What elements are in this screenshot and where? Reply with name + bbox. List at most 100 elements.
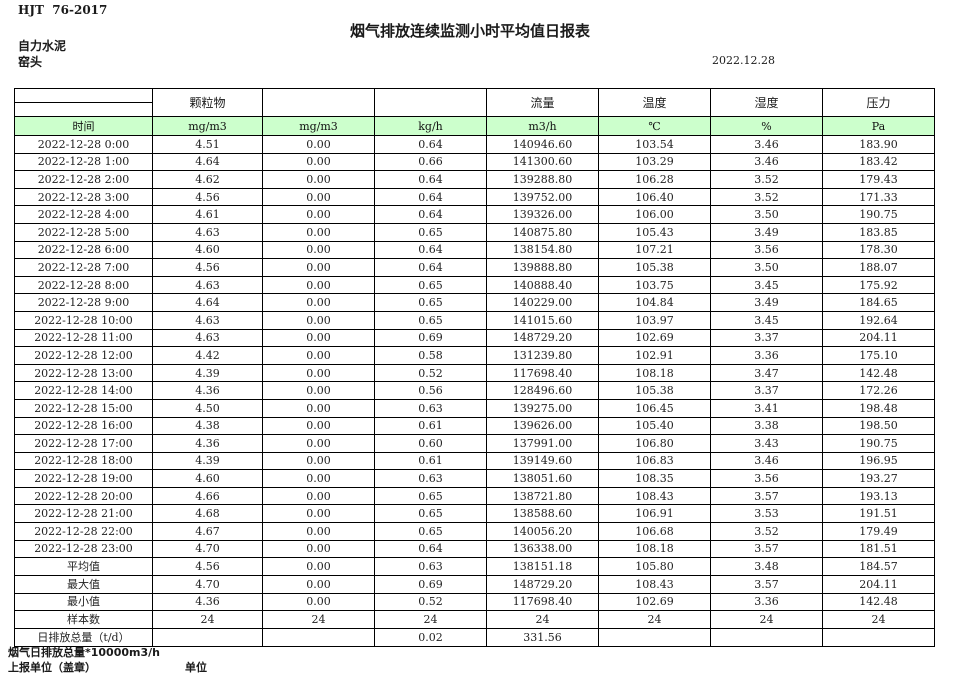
value-cell: 3.49 [710,293,823,312]
unit-m3h: m3/h [486,116,599,136]
value-cell: 191.51 [822,504,935,524]
value-cell: 103.75 [598,275,711,295]
value-cell: 139149.60 [486,451,599,471]
value-cell: 106.80 [598,434,711,453]
value-cell: 183.85 [822,222,935,242]
value-cell: 0.00 [262,310,375,330]
value-cell: 0.00 [262,504,375,524]
value-cell: 0.00 [262,381,375,400]
value-cell: 0.02 [374,628,487,647]
value-cell: 0.00 [262,363,375,383]
row-label-cell: 2022-12-28 5:00 [14,222,153,242]
table-row: 2022-12-28 14:00 4.36 0.00 0.56 128496.60 105… [14,381,935,400]
value-cell: 0.00 [262,592,375,612]
value-cell: 139752.00 [486,187,599,207]
report-date: 2022.12.28 [712,54,775,67]
summary-row: 平均值 4.56 0.00 0.63 138151.18 105.80 3.48 184.57 [14,557,935,576]
company-name: 自力水泥 [18,39,67,53]
value-cell: 103.97 [598,310,711,330]
col-header-blank-2 [374,88,487,117]
value-cell: 4.63 [152,275,263,295]
value-cell: 3.56 [710,469,823,488]
table-row: 2022-12-28 3:00 4.56 0.00 0.64 139752.00 106.… [14,187,935,207]
value-cell: 0.64 [374,205,487,224]
value-cell: 196.95 [822,451,935,471]
value-cell: 106.83 [598,451,711,471]
value-cell: 4.51 [152,135,263,154]
value-cell: 3.47 [710,363,823,383]
value-cell: 105.38 [598,381,711,400]
value-cell: 103.29 [598,152,711,172]
value-cell: 331.56 [486,628,599,647]
row-label-cell: 2022-12-28 7:00 [14,258,153,277]
unit-celsius: ℃ [598,116,711,136]
value-cell: 0.00 [262,293,375,312]
value-cell: 4.56 [152,557,263,576]
value-cell: 193.13 [822,486,935,506]
value-cell: 0.65 [374,275,487,295]
value-cell: 0.00 [262,275,375,295]
value-cell: 106.40 [598,187,711,207]
value-cell: 3.46 [710,135,823,154]
value-cell: 4.50 [152,398,263,418]
value-cell: 0.00 [262,557,375,576]
value-cell: 138051.60 [486,469,599,488]
value-cell: 0.00 [262,486,375,506]
value-cell: 193.27 [822,469,935,488]
value-cell: 190.75 [822,434,935,453]
value-cell: 0.52 [374,363,487,383]
value-cell: 3.45 [710,275,823,295]
value-cell: 106.45 [598,398,711,418]
table-row: 2022-12-28 9:00 4.64 0.00 0.65 140229.00 104.… [14,293,935,312]
table-row: 2022-12-28 10:00 4.63 0.00 0.65 141015.60 103… [14,310,935,330]
value-cell: 139326.00 [486,205,599,224]
value-cell: 108.18 [598,363,711,383]
value-cell: 4.38 [152,416,263,436]
value-cell: 0.65 [374,310,487,330]
value-cell: 3.57 [710,486,823,506]
row-label-cell: 2022-12-28 4:00 [14,205,153,224]
value-cell: 140946.60 [486,135,599,154]
value-cell: 0.00 [262,416,375,436]
value-cell: 0.00 [262,258,375,277]
value-cell: 136338.00 [486,539,599,559]
value-cell: 0.00 [262,469,375,488]
value-cell: 0.64 [374,170,487,189]
value-cell: 0.64 [374,135,487,154]
value-cell: 190.75 [822,205,935,224]
value-cell [822,628,935,647]
row-label-cell: 2022-12-28 20:00 [14,486,153,506]
value-cell: 3.37 [710,328,823,348]
value-cell: 0.64 [374,187,487,207]
value-cell: 0.00 [262,451,375,471]
value-cell: 178.30 [822,240,935,260]
value-cell: 107.21 [598,240,711,260]
row-label-cell: 最大值 [14,574,153,594]
value-cell: 3.36 [710,346,823,365]
row-label-cell: 2022-12-28 15:00 [14,398,153,418]
table-row: 2022-12-28 19:00 4.60 0.00 0.63 138051.60 108… [14,469,935,488]
value-cell: 3.46 [710,451,823,471]
value-cell: 0.00 [262,152,375,172]
value-cell: 103.54 [598,135,711,154]
value-cell [262,628,375,647]
value-cell: 0.63 [374,557,487,576]
value-cell: 4.64 [152,152,263,172]
value-cell: 140056.20 [486,522,599,541]
doc-code: HJT 76-2017 [18,3,108,17]
value-cell: 4.67 [152,522,263,541]
row-label-cell: 2022-12-28 16:00 [14,416,153,436]
value-cell: 0.64 [374,258,487,277]
value-cell: 108.35 [598,469,711,488]
table-row: 2022-12-28 2:00 4.62 0.00 0.64 139288.80 106.… [14,170,935,189]
value-cell: 192.64 [822,310,935,330]
value-cell: 4.68 [152,504,263,524]
value-cell: 0.61 [374,416,487,436]
table-row: 2022-12-28 21:00 4.68 0.00 0.65 138588.60 106… [14,504,935,524]
value-cell: 0.00 [262,240,375,260]
value-cell: 4.60 [152,469,263,488]
value-cell: 0.69 [374,328,487,348]
value-cell: 3.48 [710,557,823,576]
value-cell: 0.00 [262,539,375,559]
